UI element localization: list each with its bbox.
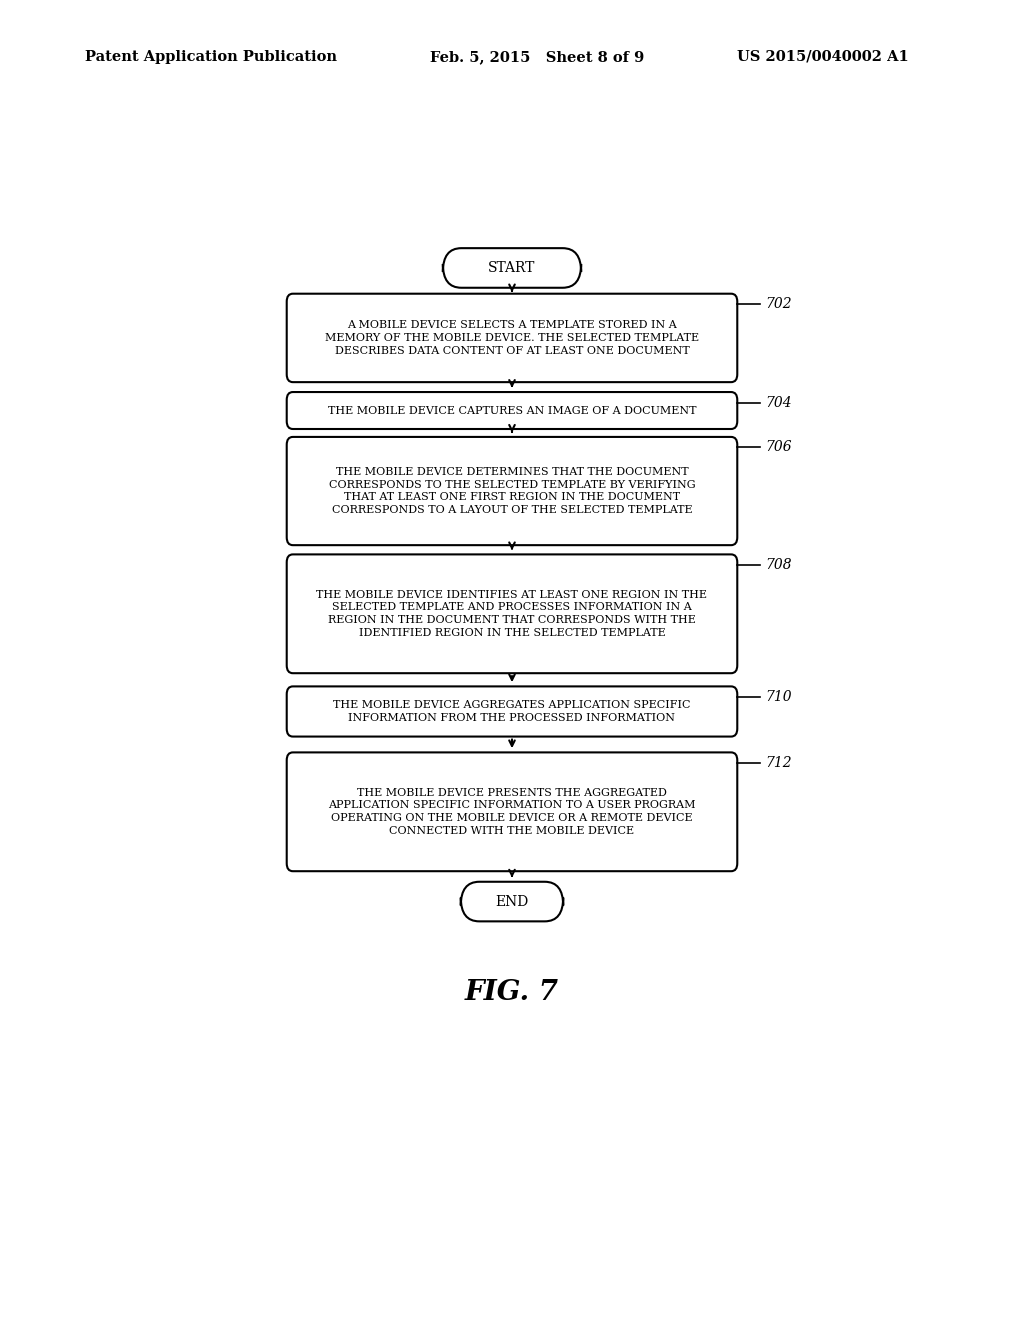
- Text: 704: 704: [765, 396, 792, 409]
- Text: 702: 702: [765, 297, 792, 312]
- FancyBboxPatch shape: [287, 293, 737, 383]
- FancyBboxPatch shape: [287, 752, 737, 871]
- FancyBboxPatch shape: [287, 686, 737, 737]
- FancyBboxPatch shape: [287, 437, 737, 545]
- FancyBboxPatch shape: [461, 882, 563, 921]
- FancyBboxPatch shape: [287, 554, 737, 673]
- Text: THE MOBILE DEVICE CAPTURES AN IMAGE OF A DOCUMENT: THE MOBILE DEVICE CAPTURES AN IMAGE OF A…: [328, 405, 696, 416]
- Text: 708: 708: [765, 558, 792, 572]
- Text: THE MOBILE DEVICE PRESENTS THE AGGREGATED
APPLICATION SPECIFIC INFORMATION TO A : THE MOBILE DEVICE PRESENTS THE AGGREGATE…: [329, 788, 695, 836]
- Text: A MOBILE DEVICE SELECTS A TEMPLATE STORED IN A
MEMORY OF THE MOBILE DEVICE. THE : A MOBILE DEVICE SELECTS A TEMPLATE STORE…: [325, 321, 699, 355]
- Text: Patent Application Publication: Patent Application Publication: [85, 50, 337, 63]
- Text: FIG. 7: FIG. 7: [465, 979, 559, 1006]
- Text: Feb. 5, 2015   Sheet 8 of 9: Feb. 5, 2015 Sheet 8 of 9: [430, 50, 644, 63]
- FancyBboxPatch shape: [442, 248, 582, 288]
- Text: THE MOBILE DEVICE DETERMINES THAT THE DOCUMENT
CORRESPONDS TO THE SELECTED TEMPL: THE MOBILE DEVICE DETERMINES THAT THE DO…: [329, 467, 695, 515]
- Text: END: END: [496, 895, 528, 908]
- Text: US 2015/0040002 A1: US 2015/0040002 A1: [737, 50, 909, 63]
- Text: 706: 706: [765, 441, 792, 454]
- Text: START: START: [488, 261, 536, 275]
- Text: THE MOBILE DEVICE AGGREGATES APPLICATION SPECIFIC
INFORMATION FROM THE PROCESSED: THE MOBILE DEVICE AGGREGATES APPLICATION…: [333, 700, 691, 723]
- Text: 710: 710: [765, 690, 792, 704]
- Text: 712: 712: [765, 756, 792, 770]
- FancyBboxPatch shape: [287, 392, 737, 429]
- Text: THE MOBILE DEVICE IDENTIFIES AT LEAST ONE REGION IN THE
SELECTED TEMPLATE AND PR: THE MOBILE DEVICE IDENTIFIES AT LEAST ON…: [316, 590, 708, 638]
